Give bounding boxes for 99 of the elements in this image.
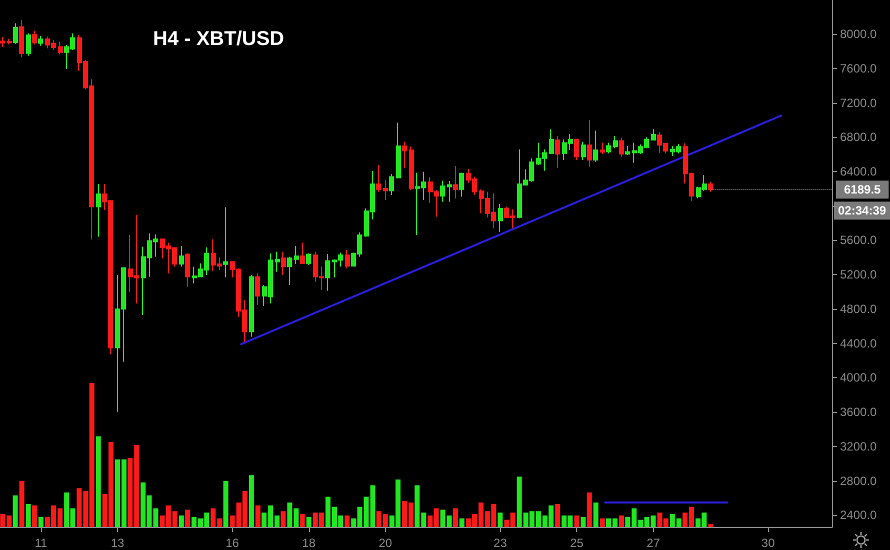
bar — [280, 511, 286, 527]
candlestick — [396, 122, 401, 179]
candlestick — [574, 138, 579, 161]
y-tick-label: 6800.0 — [840, 130, 878, 144]
bar — [300, 514, 305, 527]
candlestick — [325, 254, 330, 292]
y-tick-label: 8000.0 — [840, 27, 878, 42]
y-tick-label: 5200.0 — [840, 268, 878, 282]
candlestick — [19, 20, 24, 58]
bar — [586, 492, 592, 527]
text: H4 - XBT/USD — [153, 28, 284, 50]
candlestick — [409, 146, 414, 191]
candlestick — [223, 206, 228, 278]
bar — [223, 480, 228, 527]
candlestick — [306, 252, 311, 266]
candlestick — [0, 36, 5, 48]
bar — [96, 436, 101, 527]
x-tick-label: 25 — [570, 536, 584, 550]
candlestick — [185, 252, 190, 288]
bar — [574, 515, 580, 527]
candlestick — [625, 146, 630, 156]
candlestick — [651, 128, 656, 141]
candlestick — [26, 32, 31, 56]
y-tick-label: 6400.0 — [840, 164, 878, 178]
candlestick — [58, 41, 63, 55]
candlestick — [555, 136, 560, 168]
bar — [708, 524, 714, 527]
y-tick-label: 2400.0 — [840, 508, 878, 522]
candlestick — [275, 251, 280, 272]
candlestick — [281, 251, 286, 276]
candlestick — [300, 242, 305, 265]
bar — [555, 504, 560, 527]
candlestick — [7, 38, 12, 45]
candlestick — [600, 142, 605, 155]
y-tick-label: 4800.0 — [840, 302, 878, 316]
candlestick — [549, 128, 554, 155]
candlestick — [587, 119, 592, 168]
candlestick — [376, 164, 381, 192]
y-tick-label: 7600.0 — [840, 61, 878, 76]
bar — [452, 508, 458, 527]
bar — [255, 505, 260, 527]
bar — [12, 495, 18, 527]
y-tick-label: 5600.0 — [840, 233, 878, 248]
y-tick-label: 2800.0 — [840, 474, 878, 488]
candlestick — [708, 181, 713, 192]
candlestick — [619, 137, 624, 158]
candlestick — [389, 174, 394, 196]
bar — [344, 515, 350, 527]
bar — [593, 502, 598, 527]
bar — [19, 480, 24, 527]
x-tick-label: 11 — [34, 536, 48, 550]
candlestick — [453, 166, 458, 199]
x-tick-label: 27 — [646, 536, 660, 550]
bar — [38, 516, 44, 527]
x-tick-label: 16 — [226, 536, 240, 550]
candlestick — [402, 141, 407, 169]
candlestick — [13, 22, 18, 44]
candlestick — [294, 246, 299, 265]
x-tick-label: 18 — [302, 536, 316, 550]
y-tick-label: 7200.0 — [840, 96, 878, 110]
bar — [306, 516, 312, 527]
candlestick — [447, 180, 452, 202]
bar — [459, 518, 464, 527]
y-tick-label: 3200.0 — [840, 439, 878, 454]
bar — [580, 516, 586, 527]
candlestick — [440, 180, 445, 202]
x-tick-label: 23 — [494, 536, 508, 550]
candlestick — [593, 130, 598, 162]
bar — [26, 504, 31, 527]
candlestick — [345, 250, 350, 269]
bar — [370, 485, 376, 527]
y-tick-label: 3600.0 — [840, 405, 878, 420]
candlestick — [498, 204, 503, 232]
candlestick — [255, 272, 260, 306]
candlestick — [287, 256, 292, 286]
candlestick — [606, 142, 611, 154]
ref-line-label: 6189.5 — [844, 182, 882, 197]
bar — [178, 515, 184, 527]
candlestick — [32, 30, 37, 45]
bar — [619, 515, 624, 527]
x-tick-label: 13 — [110, 536, 124, 550]
candlestick — [383, 180, 388, 201]
candlestick — [459, 172, 464, 198]
y-tick-label: 4400.0 — [840, 336, 878, 350]
x-tick-label: 30 — [761, 536, 776, 550]
candlestick — [613, 136, 618, 149]
bar — [600, 518, 605, 527]
bar — [498, 512, 503, 527]
candlestick — [179, 246, 184, 268]
text: 02:34:39 — [838, 204, 886, 218]
y-tick-label: 4000.0 — [840, 370, 878, 385]
x-tick-label: 20 — [378, 536, 392, 550]
bar — [248, 475, 254, 527]
candlestick — [581, 141, 586, 161]
candlestick — [38, 36, 43, 46]
bar — [185, 510, 190, 527]
candlestick — [96, 184, 101, 238]
candlestick — [249, 274, 254, 338]
bar — [32, 505, 37, 527]
